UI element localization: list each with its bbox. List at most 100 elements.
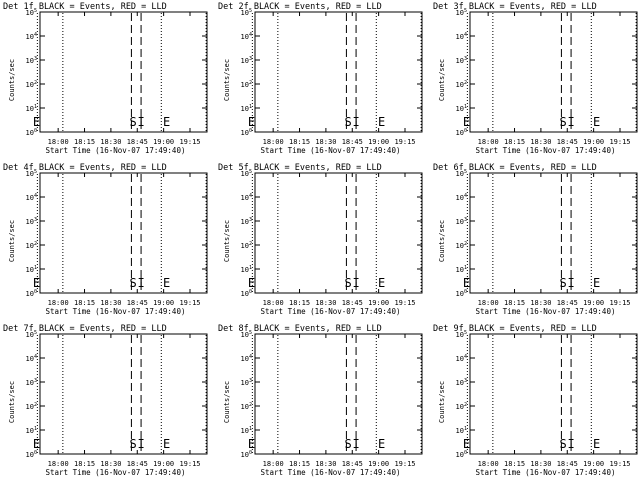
x-tick-label: 19:00 (583, 460, 604, 468)
x-tick-label: 19:15 (394, 299, 415, 307)
x-tick-label: 18:45 (127, 460, 148, 468)
y-tick-label: 104 (456, 193, 467, 202)
x-tick-label: 19:15 (609, 138, 630, 146)
event-marker: I (567, 115, 574, 129)
x-tick-label: 18:00 (48, 138, 69, 146)
y-tick-label: 101 (241, 265, 252, 274)
plot-frame (254, 333, 423, 455)
plot-title: Det 6f BLACK = Events, RED = LLD (433, 163, 597, 173)
x-tick-label: 18:45 (342, 138, 363, 146)
detector-plot: Det 9f BLACK = Events, RED = LLD 100 101 10… (433, 324, 638, 477)
x-tick-label: 18:15 (289, 460, 310, 468)
y-tick-label: 100 (241, 450, 252, 459)
event-marker: S (560, 437, 567, 451)
event-marker: E (463, 276, 470, 290)
x-tick-label: 19:00 (153, 460, 174, 468)
plot-title: Det 9f BLACK = Events, RED = LLD (433, 324, 597, 334)
x-tick-label: 19:15 (179, 299, 200, 307)
y-tick-label: 101 (26, 426, 37, 435)
event-marker: E (248, 437, 255, 451)
plot-title: Det 5f BLACK = Events, RED = LLD (218, 163, 382, 173)
event-marker: E (33, 437, 40, 451)
event-marker: E (378, 437, 385, 451)
plot-title: Det 7f BLACK = Events, RED = LLD (3, 324, 167, 334)
y-tick-label: 104 (456, 32, 467, 41)
x-tick-label: 18:45 (557, 460, 578, 468)
y-tick-label: 101 (241, 104, 252, 113)
y-axis-label: Counts/sec (223, 59, 231, 101)
y-tick-label: 100 (26, 450, 37, 459)
event-marker: I (352, 115, 359, 129)
event-marker: S (560, 115, 567, 129)
x-axis-label: Start Time (16-Nov-07 17:49:40) (46, 307, 186, 316)
y-tick-label: 102 (456, 80, 467, 89)
x-tick-label: 19:00 (153, 138, 174, 146)
event-marker: E (163, 115, 170, 129)
x-tick-label: 18:30 (100, 299, 121, 307)
x-tick-label: 18:00 (478, 460, 499, 468)
y-axis-label: Counts/sec (223, 381, 231, 423)
y-axis-label: Counts/sec (8, 381, 16, 423)
x-tick-label: 18:45 (557, 138, 578, 146)
y-tick-label: 100 (456, 450, 467, 459)
y-axis-label: Counts/sec (8, 220, 16, 262)
x-tick-label: 19:00 (583, 138, 604, 146)
x-tick-label: 19:15 (179, 138, 200, 146)
event-marker: E (378, 276, 385, 290)
y-tick-label: 100 (241, 289, 252, 298)
event-marker: E (463, 115, 470, 129)
y-tick-label: 105 (456, 8, 467, 17)
x-tick-label: 19:15 (394, 460, 415, 468)
event-marker: E (163, 437, 170, 451)
event-marker: E (163, 276, 170, 290)
x-axis-label: Start Time (16-Nov-07 17:49:40) (46, 146, 186, 155)
y-tick-label: 104 (26, 32, 37, 41)
y-tick-label: 101 (456, 104, 467, 113)
y-tick-label: 102 (241, 80, 252, 89)
y-tick-label: 101 (456, 426, 467, 435)
x-tick-label: 19:15 (394, 138, 415, 146)
y-tick-label: 102 (241, 402, 252, 411)
x-tick-label: 19:00 (368, 460, 389, 468)
x-tick-label: 18:00 (48, 460, 69, 468)
x-axis-label: Start Time (16-Nov-07 17:49:40) (46, 468, 186, 477)
x-tick-label: 18:45 (127, 138, 148, 146)
x-tick-label: 18:45 (557, 299, 578, 307)
x-tick-label: 19:00 (368, 138, 389, 146)
event-marker: E (593, 115, 600, 129)
x-axis-label: Start Time (16-Nov-07 17:49:40) (261, 146, 401, 155)
detector-plot: Det 6f BLACK = Events, RED = LLD 100 101 10… (433, 163, 638, 316)
y-tick-label: 105 (241, 169, 252, 178)
detector-plot: Det 1f BLACK = Events, RED = LLD 100 101 10… (3, 2, 208, 155)
x-tick-label: 18:00 (263, 138, 284, 146)
x-tick-label: 18:00 (478, 138, 499, 146)
event-marker: S (560, 276, 567, 290)
x-tick-label: 18:30 (315, 299, 336, 307)
y-axis-label: Counts/sec (438, 381, 446, 423)
x-tick-label: 18:00 (263, 460, 284, 468)
y-axis-label: Counts/sec (438, 220, 446, 262)
event-marker: E (593, 276, 600, 290)
x-tick-label: 19:15 (609, 299, 630, 307)
plot-title: Det 1f BLACK = Events, RED = LLD (3, 2, 167, 12)
y-tick-label: 102 (456, 402, 467, 411)
event-marker: I (137, 276, 144, 290)
x-axis-label: Start Time (16-Nov-07 17:49:40) (476, 468, 616, 477)
detector-plot: Det 4f BLACK = Events, RED = LLD 100 101 10… (3, 163, 208, 316)
event-marker: S (130, 115, 137, 129)
x-tick-label: 18:45 (342, 460, 363, 468)
plot-title: Det 3f BLACK = Events, RED = LLD (433, 2, 597, 12)
x-tick-label: 19:00 (153, 299, 174, 307)
x-tick-label: 19:15 (179, 460, 200, 468)
x-tick-label: 18:15 (504, 299, 525, 307)
y-tick-label: 102 (456, 241, 467, 250)
y-axis-label: Counts/sec (223, 220, 231, 262)
y-tick-label: 103 (456, 217, 467, 226)
x-axis-label: Start Time (16-Nov-07 17:49:40) (261, 307, 401, 316)
y-tick-label: 105 (241, 8, 252, 17)
y-tick-label: 104 (241, 193, 252, 202)
event-marker: S (345, 276, 352, 290)
event-marker: E (33, 115, 40, 129)
event-marker: E (378, 115, 385, 129)
event-marker: I (352, 276, 359, 290)
